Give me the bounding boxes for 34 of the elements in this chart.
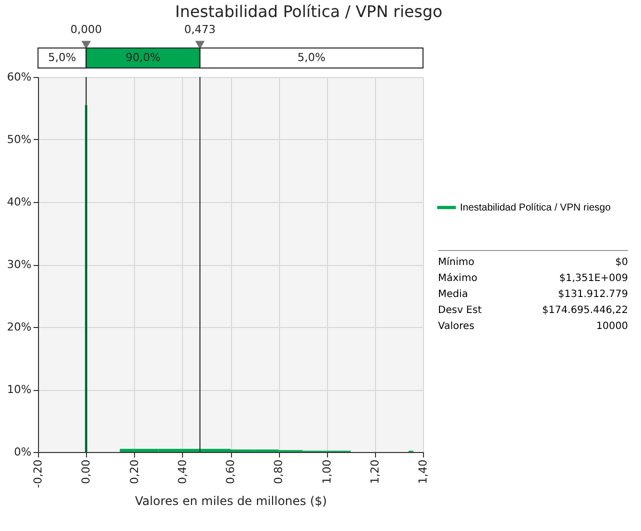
text: $1,351E+009 [559,272,628,286]
text: $131.912.779 [558,288,628,302]
x-tick-label: 0,00 [80,460,93,484]
y-tick-label: 50% [7,133,32,146]
text: Desv Est [438,304,482,318]
text: 5,0% [48,51,76,64]
text: Valores [438,320,474,334]
ref-line-label: 0,000 [70,23,102,36]
text: 10000 [596,320,628,334]
y-tick-label: 0% [14,446,32,458]
x-tick-label: 0,20 [128,460,141,484]
text: 90,0% [126,51,161,64]
ref-line-label: 0,473 [184,23,216,36]
text: Máximo [438,272,478,286]
text: Media [438,288,468,302]
y-tick-label: 60% [7,70,32,84]
x-tick-label: 0,40 [176,460,189,484]
text: Mínimo [438,256,474,270]
x-tick-label: 1,40 [416,460,430,484]
text: 5,0% [297,51,326,64]
x-tick-label: -0,20 [32,460,44,488]
chart-title: Inestabilidad Política / VPN riesgo [175,2,442,21]
x-tick-label: 1,00 [320,460,334,484]
text: $0 [615,256,628,270]
y-tick-label: 30% [7,258,32,271]
x-tick-label: 1,20 [368,460,382,484]
y-tick-label: 10% [7,383,32,396]
x-axis-title: Valores en miles de millones ($) [135,494,327,508]
legend-label: Inestabilidad Política / VPN riesgo [460,202,612,214]
y-tick-label: 40% [7,196,32,208]
x-tick-label: 0,80 [272,460,286,484]
y-tick-label: 20% [7,320,32,334]
x-tick-label: 0,60 [224,460,237,484]
text: $174.695.446,22 [542,304,628,318]
